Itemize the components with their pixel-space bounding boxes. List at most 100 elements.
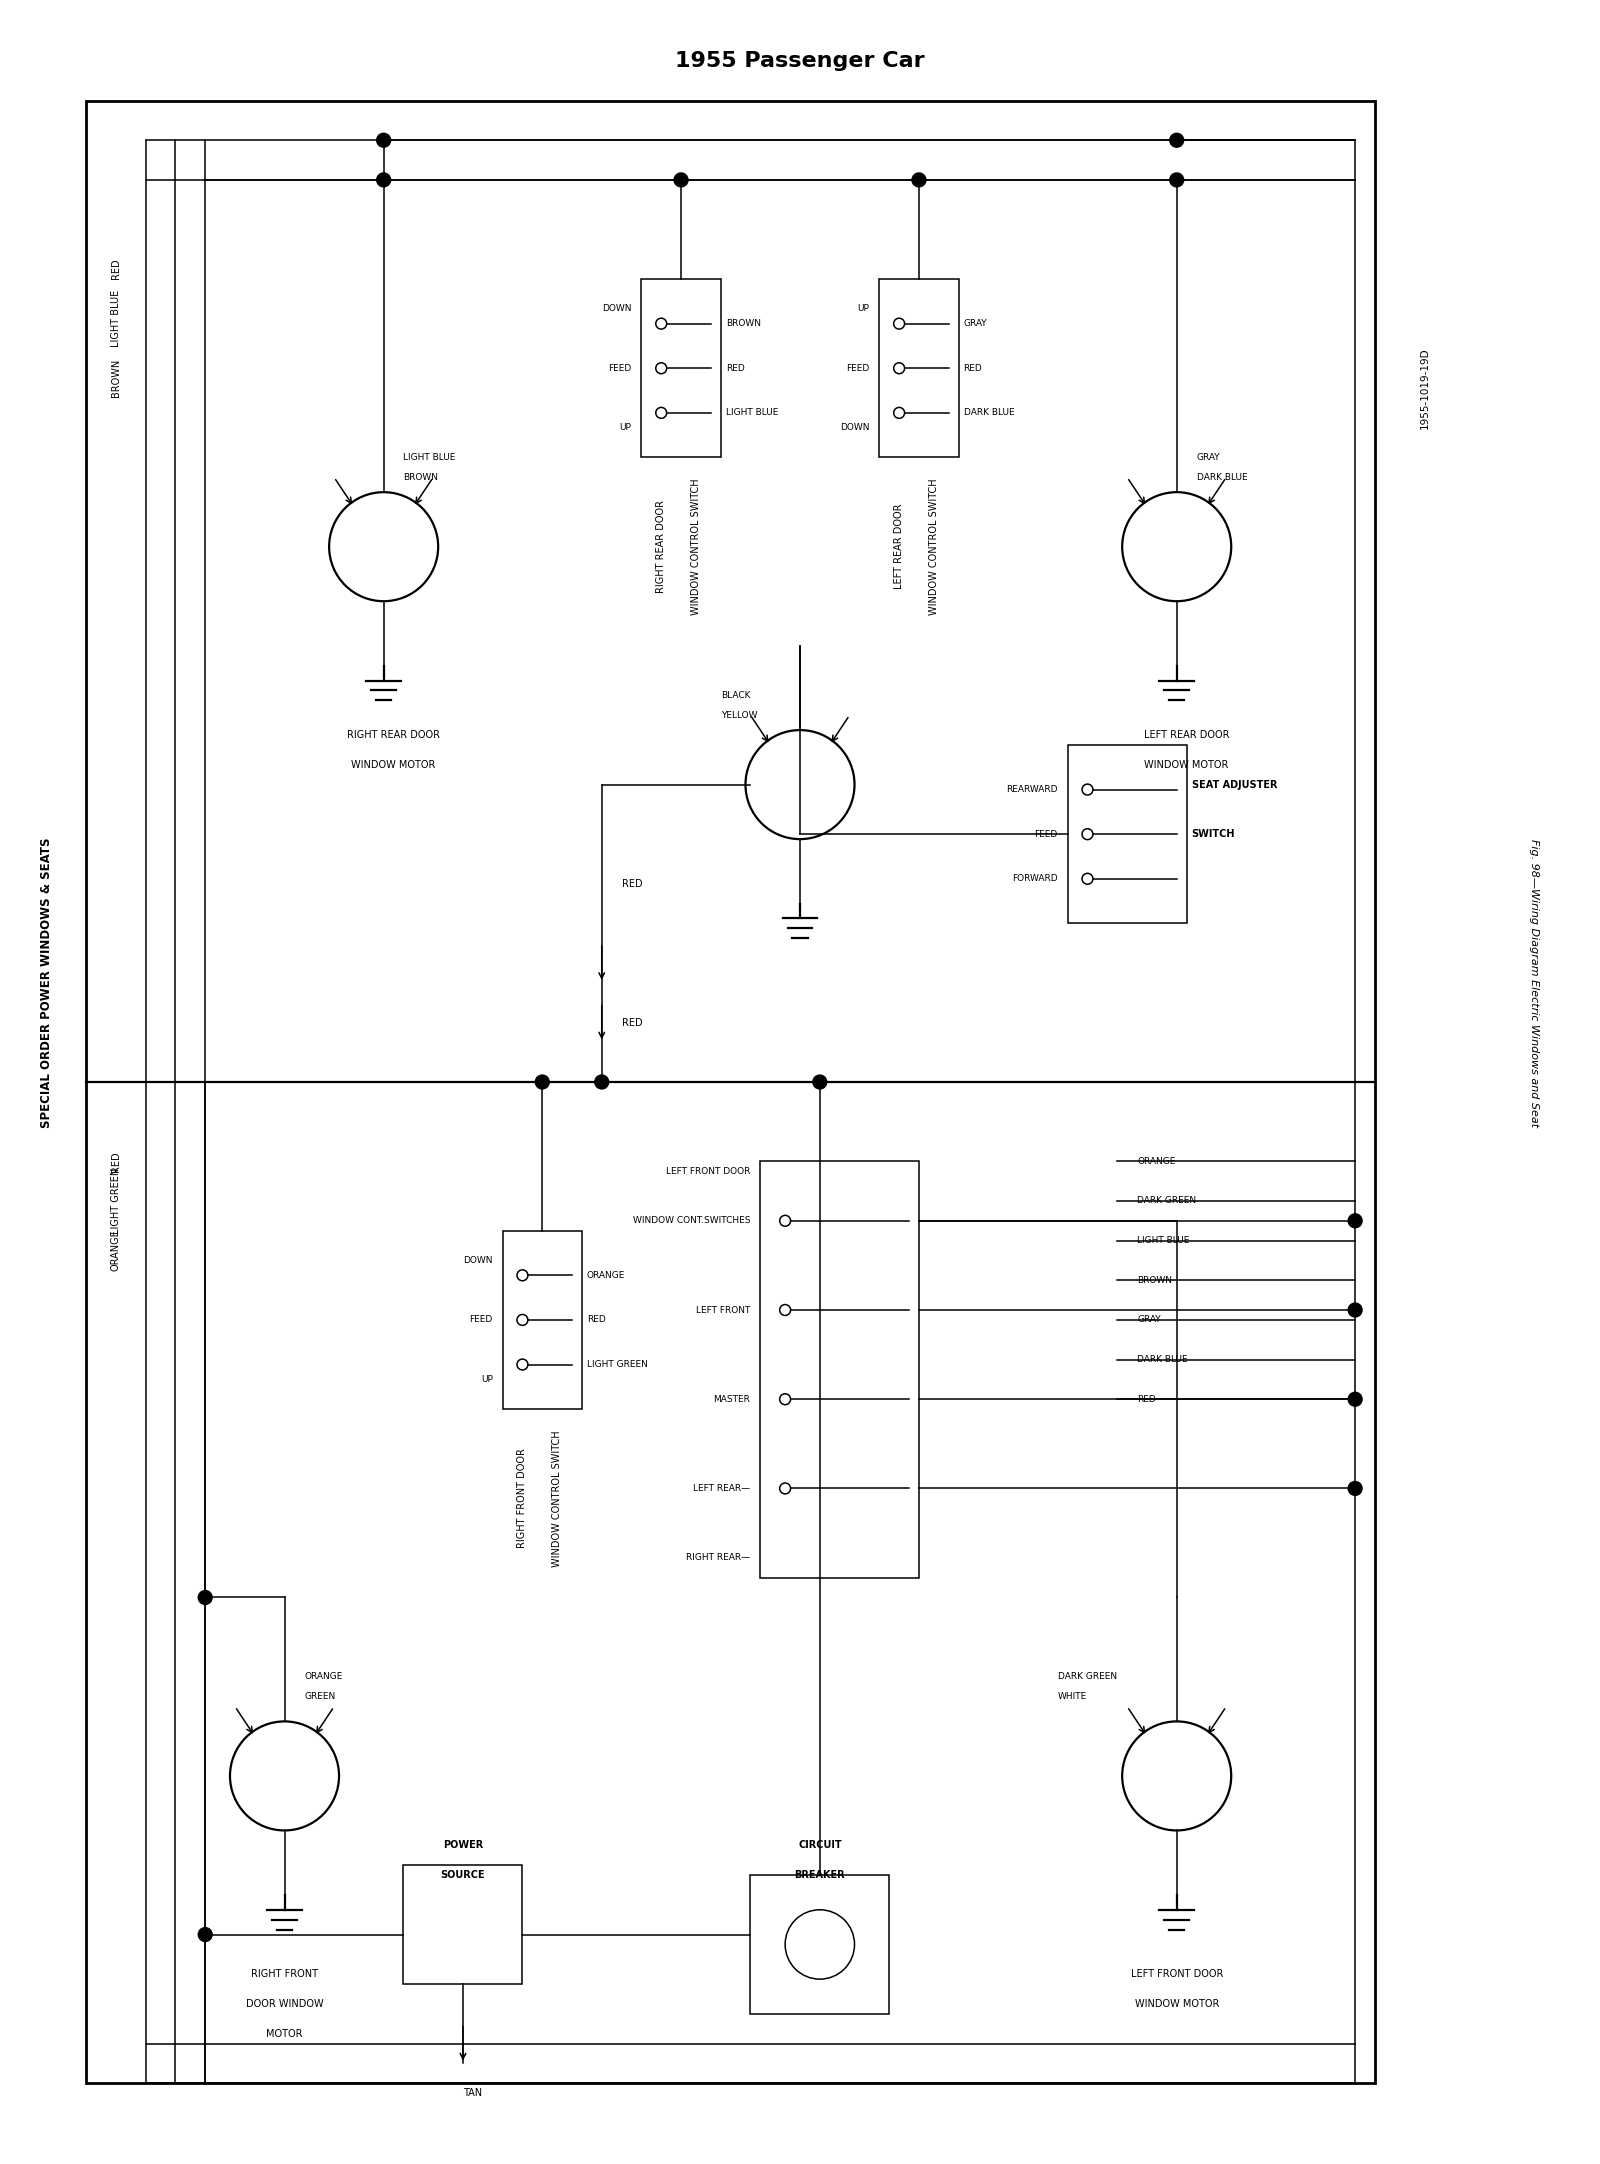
Circle shape [674,173,688,186]
Text: DOOR WINDOW: DOOR WINDOW [246,2000,323,2008]
Text: FEED: FEED [469,1316,493,1324]
Text: ORANGE: ORANGE [587,1270,626,1279]
Text: DOWN: DOWN [462,1255,493,1266]
Text: BLACK: BLACK [720,690,750,699]
Text: MOTOR: MOTOR [266,2028,302,2038]
Bar [403,1865,523,1984]
Text: UP: UP [619,424,632,433]
Circle shape [536,1076,549,1088]
Circle shape [198,1591,213,1604]
Text: RED: RED [726,364,744,372]
Text: WINDOW MOTOR: WINDOW MOTOR [1134,2000,1219,2008]
Text: Fig. 98—Wiring Diagram Electric Windows and Seat: Fig. 98—Wiring Diagram Electric Windows … [1528,840,1539,1127]
Text: LIGHT GREEN: LIGHT GREEN [587,1359,648,1370]
Text: FEED: FEED [608,364,632,372]
Text: WINDOW CONT.SWITCHES: WINDOW CONT.SWITCHES [634,1216,750,1225]
Text: RIGHT REAR—: RIGHT REAR— [686,1554,750,1562]
Bar [502,1231,582,1409]
Text: RIGHT FRONT: RIGHT FRONT [251,1969,318,1980]
Text: DOWN: DOWN [602,305,632,314]
Text: WHITE: WHITE [1058,1692,1086,1701]
Text: LEFT FRONT: LEFT FRONT [696,1305,750,1314]
Text: BROWN: BROWN [726,318,760,329]
Circle shape [1349,1303,1362,1318]
Text: SPECIAL ORDER POWER WINDOWS & SEATS: SPECIAL ORDER POWER WINDOWS & SEATS [40,837,53,1127]
Text: FORWARD: FORWARD [1013,874,1058,883]
Text: DARK GREEN: DARK GREEN [1138,1197,1197,1205]
Text: REARWARD: REARWARD [1006,786,1058,794]
Circle shape [1170,134,1184,147]
Text: LIGHT BLUE: LIGHT BLUE [110,290,122,346]
Text: GREEN: GREEN [304,1692,336,1701]
Bar [750,1874,890,2015]
Circle shape [1349,1391,1362,1407]
Text: WINDOW CONTROL SWITCH: WINDOW CONTROL SWITCH [691,478,701,615]
Text: SEAT ADJUSTER: SEAT ADJUSTER [1192,779,1277,790]
Text: CIRCUIT: CIRCUIT [798,1839,842,1850]
Bar [760,1162,918,1578]
Text: LEFT FRONT DOOR: LEFT FRONT DOOR [1131,1969,1222,1980]
Bar [880,279,958,457]
Circle shape [912,173,926,186]
Text: YELLOW: YELLOW [720,710,757,721]
Circle shape [376,134,390,147]
Text: SOURCE: SOURCE [440,1870,485,1881]
Text: UP: UP [482,1374,493,1385]
Text: DOWN: DOWN [840,424,869,433]
Text: RED: RED [587,1316,606,1324]
Text: RIGHT REAR DOOR: RIGHT REAR DOOR [347,729,440,740]
Text: LIGHT GREEN: LIGHT GREEN [110,1169,122,1233]
Circle shape [595,1076,608,1088]
Text: RED: RED [110,1151,122,1171]
Text: DARK BLUE: DARK BLUE [1197,472,1246,483]
Text: LEFT FRONT DOOR: LEFT FRONT DOOR [666,1166,750,1175]
Circle shape [376,173,390,186]
Bar [86,100,1374,2084]
Text: RED: RED [1138,1396,1155,1404]
Text: MASTER: MASTER [714,1396,750,1404]
Text: BROWN: BROWN [110,359,122,398]
Bar [1067,744,1187,924]
Text: RED: RED [621,1017,642,1028]
Bar [642,279,720,457]
Text: DARK BLUE: DARK BLUE [1138,1355,1187,1363]
Text: GRAY: GRAY [963,318,987,329]
Text: BROWN: BROWN [403,472,438,483]
Text: BROWN: BROWN [1138,1277,1173,1285]
Circle shape [1349,1482,1362,1495]
Text: LIGHT BLUE: LIGHT BLUE [726,409,778,418]
Text: LIGHT BLUE: LIGHT BLUE [403,452,456,461]
Circle shape [813,1076,827,1088]
Text: DARK GREEN: DARK GREEN [1058,1673,1117,1681]
Text: DARK BLUE: DARK BLUE [963,409,1014,418]
Text: UP: UP [858,305,869,314]
Text: WINDOW CONTROL SWITCH: WINDOW CONTROL SWITCH [930,478,939,615]
Text: TAN: TAN [464,2088,483,2099]
Text: 1955 Passenger Car: 1955 Passenger Car [675,52,925,71]
Text: FEED: FEED [846,364,869,372]
Circle shape [1170,173,1184,186]
Text: RED: RED [963,364,982,372]
Circle shape [198,1928,213,1941]
Text: GRAY: GRAY [1138,1316,1160,1324]
Circle shape [1349,1214,1362,1227]
Text: 1955-1019-19D: 1955-1019-19D [1419,346,1429,428]
Text: ORANGE: ORANGE [1138,1158,1176,1166]
Text: LIGHT BLUE: LIGHT BLUE [1138,1236,1189,1244]
Text: RED: RED [621,879,642,889]
Text: WINDOW MOTOR: WINDOW MOTOR [1144,760,1229,770]
Text: RIGHT FRONT DOOR: RIGHT FRONT DOOR [517,1448,528,1547]
Text: ORANGE: ORANGE [304,1673,342,1681]
Text: RIGHT REAR DOOR: RIGHT REAR DOOR [656,500,666,593]
Text: LEFT REAR DOOR: LEFT REAR DOOR [1144,729,1229,740]
Text: WINDOW MOTOR: WINDOW MOTOR [352,760,435,770]
Text: BREAKER: BREAKER [795,1870,845,1881]
Text: SWITCH: SWITCH [1192,829,1235,840]
Text: GRAY: GRAY [1197,452,1221,461]
Text: LEFT REAR—: LEFT REAR— [693,1485,750,1493]
Text: ORANGE: ORANGE [110,1229,122,1272]
Text: FEED: FEED [1035,829,1058,840]
Text: WINDOW CONTROL SWITCH: WINDOW CONTROL SWITCH [552,1430,562,1567]
Text: LEFT REAR DOOR: LEFT REAR DOOR [894,504,904,589]
Text: POWER: POWER [443,1839,483,1850]
